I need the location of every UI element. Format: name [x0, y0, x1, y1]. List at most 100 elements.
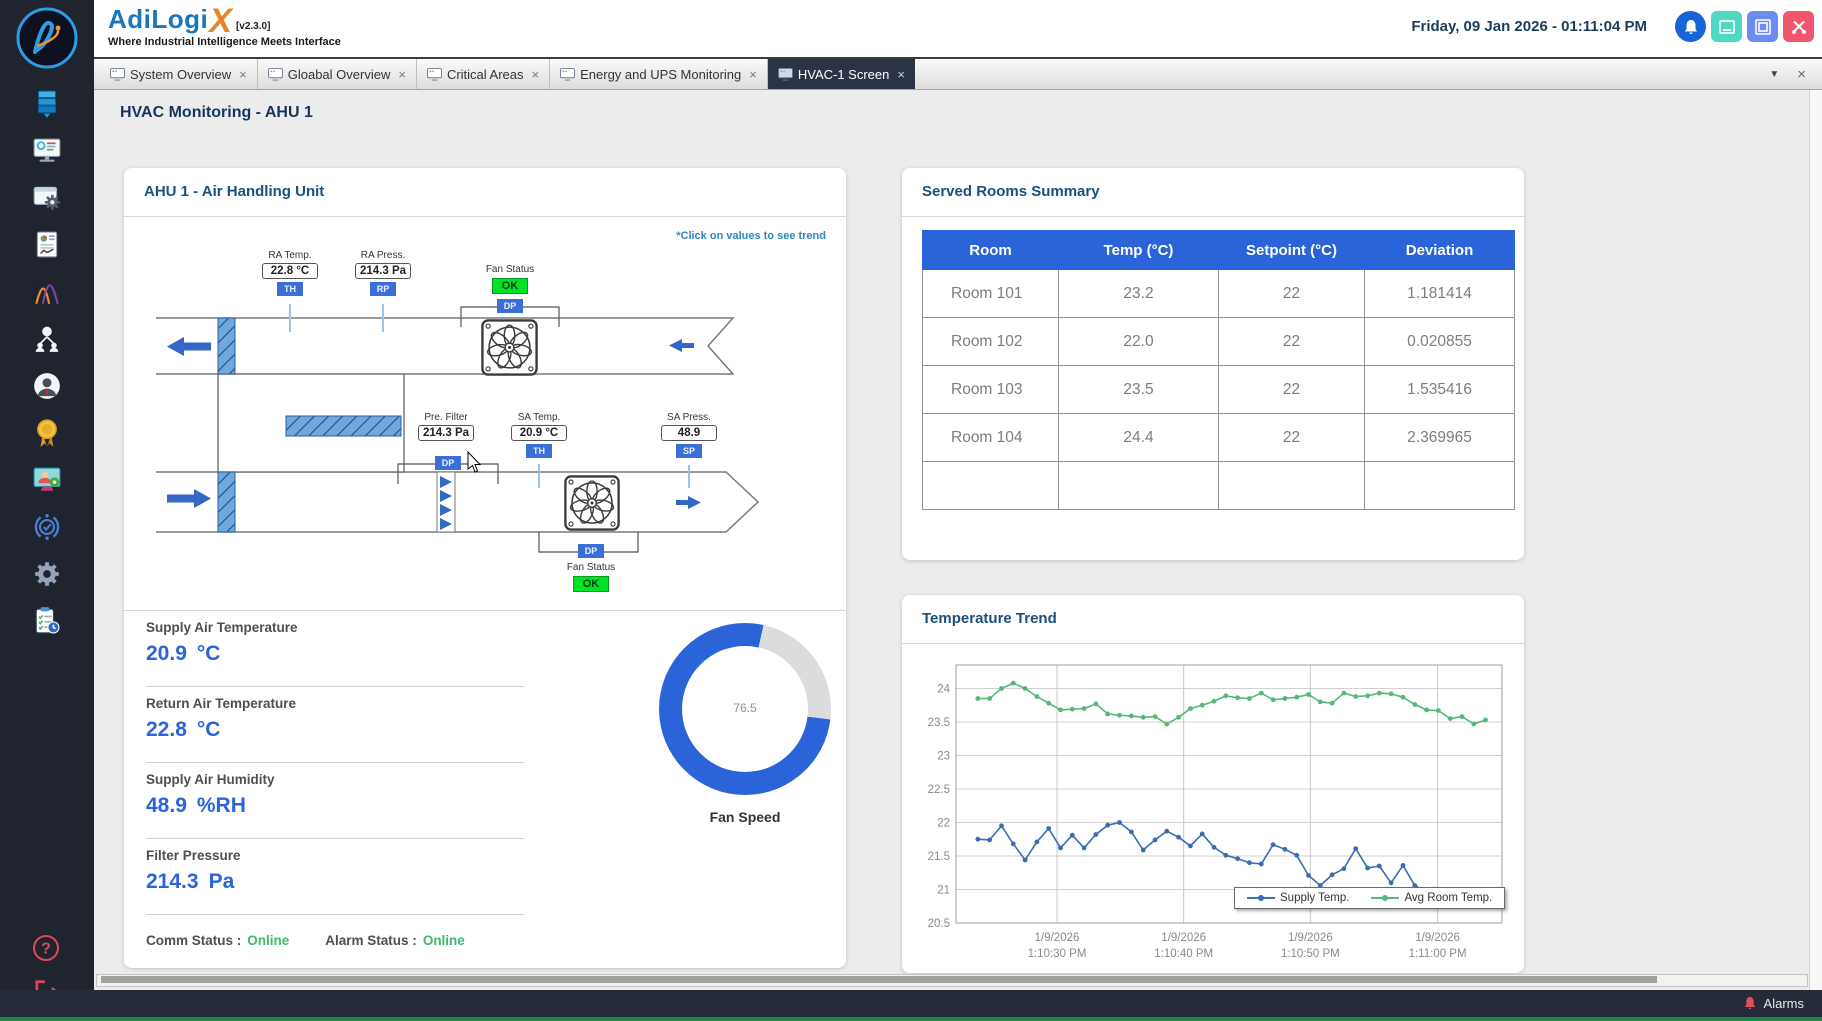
tab-close-icon[interactable]: ×	[749, 66, 757, 82]
distribution-chart-icon	[34, 280, 60, 305]
ra-temp-sensor: RA Temp. 22.8 °C TH	[262, 250, 318, 296]
sa-temp-sensor: SA Temp. 20.9 °C TH	[511, 412, 567, 458]
brand-x: X	[209, 1, 232, 40]
tab-close-icon[interactable]: ×	[239, 66, 247, 82]
maximize-button[interactable]	[1747, 11, 1778, 42]
table-cell: Room 102	[922, 317, 1059, 366]
tab-label: Gloabal Overview	[287, 66, 391, 82]
return-duct	[156, 317, 735, 375]
supply-fan-icon	[564, 475, 620, 531]
sensor-value[interactable]: 20.9 °C	[511, 425, 567, 441]
tab-label: HVAC-1 Screen	[797, 66, 890, 82]
sa-press-sensor: SA Press. 48.9 SP	[661, 412, 717, 458]
svg-text:1/9/2026: 1/9/2026	[1161, 932, 1206, 944]
svg-text:1/9/2026: 1/9/2026	[1035, 932, 1080, 944]
vertical-scrollbar-track[interactable]	[1809, 90, 1822, 990]
sidebar-item-award[interactable]	[30, 416, 64, 450]
fan-status-value[interactable]: OK	[573, 576, 609, 592]
table-cell: 22	[1218, 365, 1365, 414]
sidebar-item-distribution[interactable]	[30, 275, 64, 309]
sidebar-item-settings[interactable]	[30, 557, 64, 591]
tab-close-icon[interactable]: ×	[398, 66, 406, 82]
mixing-damper	[285, 415, 402, 437]
column-header: Room	[922, 230, 1059, 270]
table-cell: 1.181414	[1364, 269, 1515, 318]
stat-row: Supply Air Temperature 20.9 °C	[146, 614, 528, 690]
svg-text:24: 24	[937, 683, 950, 695]
sidebar: ?	[0, 0, 94, 1021]
maximize-icon	[1754, 18, 1771, 35]
mouse-cursor	[467, 450, 482, 473]
sidebar-item-process-check[interactable]	[30, 510, 64, 544]
sensor-value[interactable]: 214.3 Pa	[355, 263, 411, 279]
sidebar-item-orgchart[interactable]	[30, 322, 64, 356]
sensor-label: SA Temp.	[517, 412, 561, 423]
sidebar-item-checklist[interactable]	[30, 604, 64, 638]
minimize-button[interactable]	[1711, 11, 1742, 42]
sidebar-item-window-settings[interactable]	[30, 181, 64, 215]
close-button[interactable]	[1783, 11, 1814, 42]
sidebar-item-operator[interactable]	[30, 463, 64, 497]
tab-energy-and-ups-monitoring[interactable]: Energy and UPS Monitoring ×	[550, 59, 768, 89]
help-button[interactable]: ?	[30, 932, 62, 964]
scrollbar-thumb[interactable]	[101, 976, 1658, 983]
sensor-value[interactable]: 22.8 °C	[262, 263, 318, 279]
tab-bar: System Overview × Gloabal Overview × Critica…	[94, 57, 1822, 90]
intake-damper	[217, 471, 236, 533]
tab-critical-areas[interactable]: Critical Areas ×	[417, 59, 551, 89]
ahu-diagram: RA Temp. 22.8 °C TH RA Press. 214.3 Pa R…	[136, 226, 836, 606]
served-rooms-table: Room Temp (°C) Setpoint (°C) Deviation Room …	[922, 230, 1515, 510]
stat-value[interactable]: 214.3 Pa	[146, 870, 235, 893]
stat-label: Filter Pressure	[146, 848, 241, 863]
brand-tagline: Where Industrial Intelligence Meets Inte…	[108, 36, 341, 48]
tab-system-overview[interactable]: System Overview ×	[100, 59, 258, 89]
process-check-icon	[34, 514, 60, 540]
stat-value[interactable]: 20.9 °C	[146, 642, 221, 665]
svg-text:1:11:00 PM: 1:11:00 PM	[1409, 948, 1467, 960]
sidebar-item-report[interactable]	[30, 228, 64, 262]
notifications-button[interactable]	[1675, 11, 1706, 42]
sensor-label: Pre. Filter	[424, 412, 468, 423]
svg-text:1:10:40 PM: 1:10:40 PM	[1154, 948, 1213, 960]
table-cell: 22	[1218, 269, 1365, 318]
table-row: Room 101 23.2 22 1.181414	[922, 269, 1515, 318]
datetime-display: Friday, 09 Jan 2026 - 01:11:04 PM	[1411, 18, 1647, 35]
exhaust-arrow-icon	[167, 337, 211, 356]
brand-name: AdiLogi	[108, 4, 209, 34]
tab-gloabal-overview[interactable]: Gloabal Overview ×	[258, 59, 417, 89]
sensor-value[interactable]: 214.3 Pa	[418, 425, 474, 441]
sidebar-item-datacenter[interactable]	[30, 87, 64, 121]
sidebar-item-dashboard[interactable]	[30, 134, 64, 168]
fan-status-value[interactable]: OK	[492, 278, 528, 294]
svg-text:1/9/2026: 1/9/2026	[1415, 932, 1460, 944]
stat-value[interactable]: 22.8 °C	[146, 718, 221, 741]
tab-list-dropdown-icon[interactable]: ▼	[1769, 68, 1780, 80]
legend-label: Avg Room Temp.	[1404, 892, 1493, 904]
svg-text:?: ?	[41, 941, 51, 958]
stat-value[interactable]: 48.9 %RH	[146, 794, 246, 817]
sensor-label: RA Press.	[360, 250, 406, 261]
horizontal-scrollbar[interactable]	[96, 974, 1808, 987]
alarm-status-value: Online	[422, 933, 465, 948]
sidebar-item-user[interactable]	[30, 369, 64, 403]
datacenter-icon	[37, 90, 57, 118]
close-scissors-icon	[1791, 20, 1806, 34]
sensor-value[interactable]: 48.9	[661, 425, 717, 441]
table-row: Room 104 24.4 22 2.369965	[922, 413, 1515, 462]
tab-close-icon[interactable]: ×	[897, 66, 905, 82]
ahu-diagram-drawing	[156, 304, 760, 553]
fan-status-label: Fan Status	[566, 562, 616, 573]
fan-speed-label: Fan Speed	[709, 809, 781, 825]
table-cell: 22	[1218, 413, 1365, 462]
tab-hvac-1-screen[interactable]: HVAC-1 Screen ×	[767, 59, 915, 89]
stat-row: Return Air Temperature 22.8 °C	[146, 690, 528, 766]
screen-icon	[427, 67, 442, 81]
tab-close-icon[interactable]: ×	[531, 66, 540, 82]
comm-status-value: Online	[247, 933, 290, 948]
top-header: AdiLogi X [v2.3.0] Where Industrial Intell…	[94, 0, 1822, 57]
main-content: HVAC Monitoring - AHU 1 AHU 1 - Air Hand…	[94, 90, 1822, 990]
tab-strip-close-icon[interactable]: ×	[1797, 65, 1806, 83]
svg-text:23.5: 23.5	[928, 717, 950, 729]
alarms-button[interactable]: Alarms	[1742, 995, 1804, 1011]
sensor-tag: SP	[676, 444, 702, 458]
